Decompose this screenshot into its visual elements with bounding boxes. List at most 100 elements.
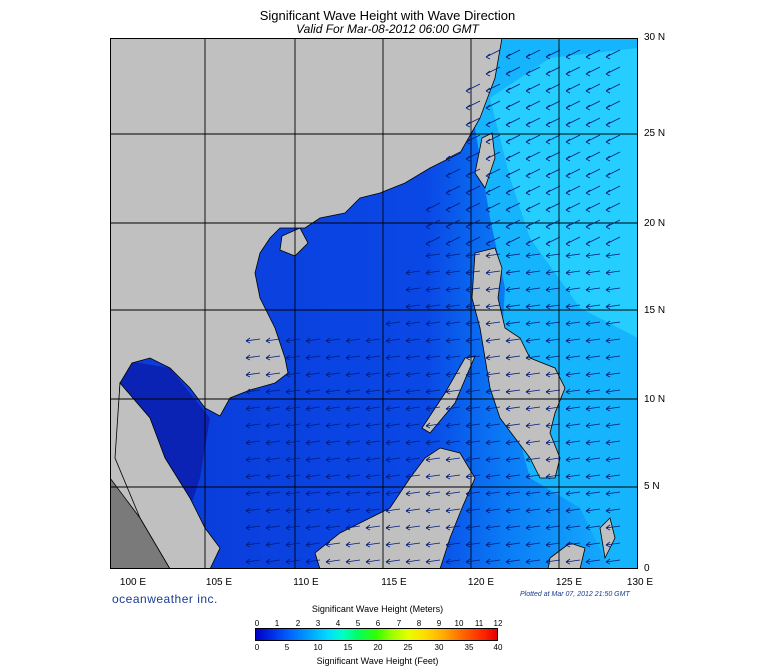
lon-label-130e: 130 E: [626, 577, 654, 588]
wave-arrow: [585, 219, 601, 230]
wave-arrow: [365, 371, 381, 378]
wave-arrow: [585, 286, 601, 293]
wave-arrow: [565, 371, 581, 378]
wave-arrow: [325, 473, 341, 480]
wave-arrow: [325, 541, 341, 548]
wave-arrow: [325, 490, 341, 497]
wave-arrow: [485, 405, 501, 412]
wave-arrow: [605, 236, 621, 247]
wave-arrow: [425, 371, 441, 378]
wave-arrow: [245, 422, 261, 429]
wave-arrow: [425, 337, 441, 344]
wave-arrow: [445, 252, 461, 259]
wave-arrow: [445, 524, 461, 531]
lat-label-15n: 15 N: [644, 305, 666, 316]
wave-arrow: [605, 252, 621, 259]
wave-arrow: [245, 337, 261, 344]
legend-feet-tick: 40: [493, 643, 503, 652]
plotted-timestamp: Plotted at Mar 07, 2012 21:50 GMT: [520, 591, 630, 598]
wave-arrow: [305, 422, 321, 429]
wave-arrow: [265, 558, 281, 565]
wave-arrow: [605, 100, 621, 111]
wave-arrow: [345, 456, 361, 463]
wave-arrow: [445, 490, 461, 497]
lon-label-125e: 125 E: [555, 577, 583, 588]
wave-arrow: [465, 371, 481, 378]
wave-arrow: [265, 354, 281, 361]
wave-arrow: [545, 558, 561, 565]
wave-arrow: [545, 439, 561, 446]
wave-arrow: [505, 439, 521, 446]
wave-arrow: [465, 286, 481, 293]
wave-arrow: [605, 117, 621, 128]
wave-arrow: [605, 185, 621, 196]
legend-feet-tick: 20: [373, 643, 383, 652]
wave-arrow: [445, 558, 461, 565]
wave-arrow: [585, 202, 601, 213]
wave-arrow: [425, 303, 441, 310]
legend-feet-tick: 30: [434, 643, 444, 652]
wave-arrow: [505, 286, 521, 293]
sea-highest-waves: [490, 48, 638, 338]
wave-arrow: [525, 456, 541, 463]
land-sumatra: [110, 477, 171, 569]
wave-arrow: [525, 303, 541, 310]
wave-arrow: [405, 269, 421, 276]
wave-arrow: [265, 473, 281, 480]
lon-label-110e: 110 E: [293, 577, 319, 588]
wave-arrow: [425, 439, 441, 446]
lat-label-5n: 5 N: [644, 481, 660, 492]
wave-arrow: [385, 558, 401, 565]
wave-arrow: [425, 541, 441, 548]
wave-arrow: [565, 202, 581, 213]
wave-arrow: [565, 405, 581, 412]
land-halmahera: [599, 517, 616, 560]
wave-arrow: [365, 354, 381, 361]
wave-arrow: [465, 405, 481, 412]
legend-meters-title: Significant Wave Height (Meters): [311, 604, 444, 614]
wave-arrow: [245, 558, 261, 565]
wave-arrow: [545, 422, 561, 429]
land-palawan: [421, 355, 476, 434]
wave-arrow: [245, 473, 261, 480]
wave-arrow: [525, 473, 541, 480]
wave-arrow: [605, 473, 621, 480]
wave-arrow: [325, 507, 341, 514]
wave-arrow: [565, 541, 581, 548]
wave-arrow: [385, 422, 401, 429]
wave-arrow: [505, 524, 521, 531]
wave-arrow: [265, 337, 281, 344]
wave-arrow: [405, 558, 421, 565]
wave-arrow: [525, 490, 541, 497]
wave-arrow: [525, 202, 541, 213]
wave-arrow: [445, 371, 461, 378]
wave-arrow: [405, 507, 421, 514]
wave-arrow: [365, 507, 381, 514]
wave-arrow: [545, 303, 561, 310]
wave-arrow: [585, 236, 601, 247]
wave-arrow: [505, 269, 521, 276]
wave-arrow: [465, 236, 481, 247]
wave-arrow: [345, 490, 361, 497]
wave-arrow: [525, 134, 541, 145]
legend-feet-title: Significant Wave Height (Feet): [316, 656, 439, 666]
wave-arrow: [265, 507, 281, 514]
map-title: Significant Wave Height with Wave Direct…: [259, 8, 516, 23]
wave-arrow: [305, 507, 321, 514]
wave-arrow: [545, 49, 561, 60]
wave-arrow: [565, 286, 581, 293]
legend-meter-tick: 6: [375, 619, 381, 628]
wave-arrow: [525, 439, 541, 446]
wave-arrow: [605, 49, 621, 60]
wave-arrow: [565, 100, 581, 111]
wave-arrow: [265, 490, 281, 497]
wave-arrow: [585, 269, 601, 276]
wave-arrow: [605, 151, 621, 162]
wave-arrow: [365, 473, 381, 480]
wave-arrow: [545, 490, 561, 497]
wave-arrow: [365, 558, 381, 565]
wave-arrow: [265, 541, 281, 548]
wave-arrow: [585, 49, 601, 60]
wave-arrow: [425, 456, 441, 463]
wave-arrow: [505, 134, 521, 145]
